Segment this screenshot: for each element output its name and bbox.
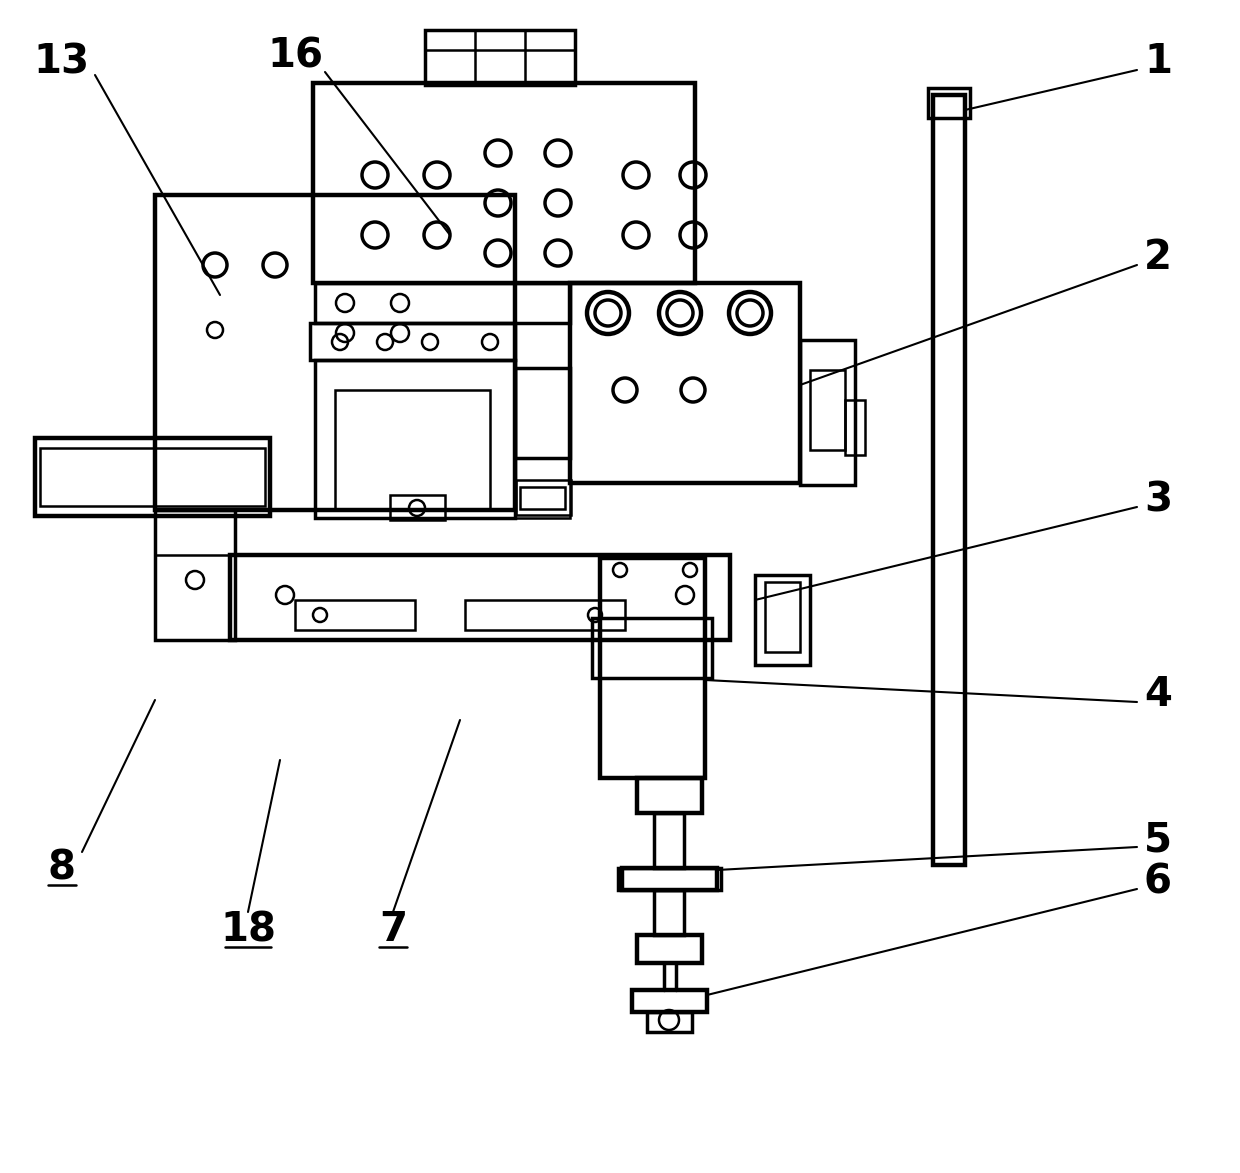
Bar: [647, 1012, 692, 1032]
Text: 4: 4: [1145, 674, 1172, 716]
Bar: [844, 400, 866, 455]
Text: 1: 1: [1145, 42, 1172, 82]
Bar: [465, 601, 625, 630]
Text: 5: 5: [1145, 820, 1172, 860]
Text: 13: 13: [33, 42, 91, 82]
Bar: [520, 487, 565, 509]
Bar: [40, 448, 265, 506]
Text: 7: 7: [379, 910, 407, 950]
Bar: [515, 368, 570, 457]
Bar: [295, 601, 415, 630]
Bar: [155, 555, 229, 640]
Text: 2: 2: [1145, 238, 1172, 278]
Text: 8: 8: [48, 848, 76, 888]
Bar: [515, 457, 570, 518]
Bar: [765, 582, 800, 652]
Bar: [310, 323, 515, 360]
Text: 16: 16: [267, 38, 322, 77]
Bar: [155, 510, 236, 640]
Bar: [637, 935, 702, 963]
Bar: [591, 618, 712, 678]
Bar: [653, 813, 684, 868]
Bar: [653, 890, 684, 935]
Bar: [335, 389, 490, 510]
Bar: [622, 868, 717, 890]
Bar: [312, 83, 694, 283]
Bar: [229, 555, 730, 640]
Bar: [637, 778, 702, 813]
Bar: [800, 340, 856, 484]
Bar: [35, 438, 270, 516]
Text: 3: 3: [1145, 480, 1172, 520]
Bar: [632, 990, 707, 1012]
Bar: [810, 369, 844, 450]
Text: 6: 6: [1145, 862, 1172, 902]
Bar: [391, 495, 445, 520]
Bar: [618, 868, 720, 890]
Text: 18: 18: [219, 910, 277, 950]
Bar: [600, 558, 706, 778]
Bar: [570, 283, 800, 483]
Bar: [315, 283, 570, 323]
Bar: [516, 480, 570, 515]
Bar: [425, 30, 575, 84]
Bar: [155, 195, 515, 510]
Bar: [932, 95, 965, 865]
Bar: [755, 575, 810, 665]
Bar: [315, 360, 515, 518]
Bar: [928, 88, 970, 118]
